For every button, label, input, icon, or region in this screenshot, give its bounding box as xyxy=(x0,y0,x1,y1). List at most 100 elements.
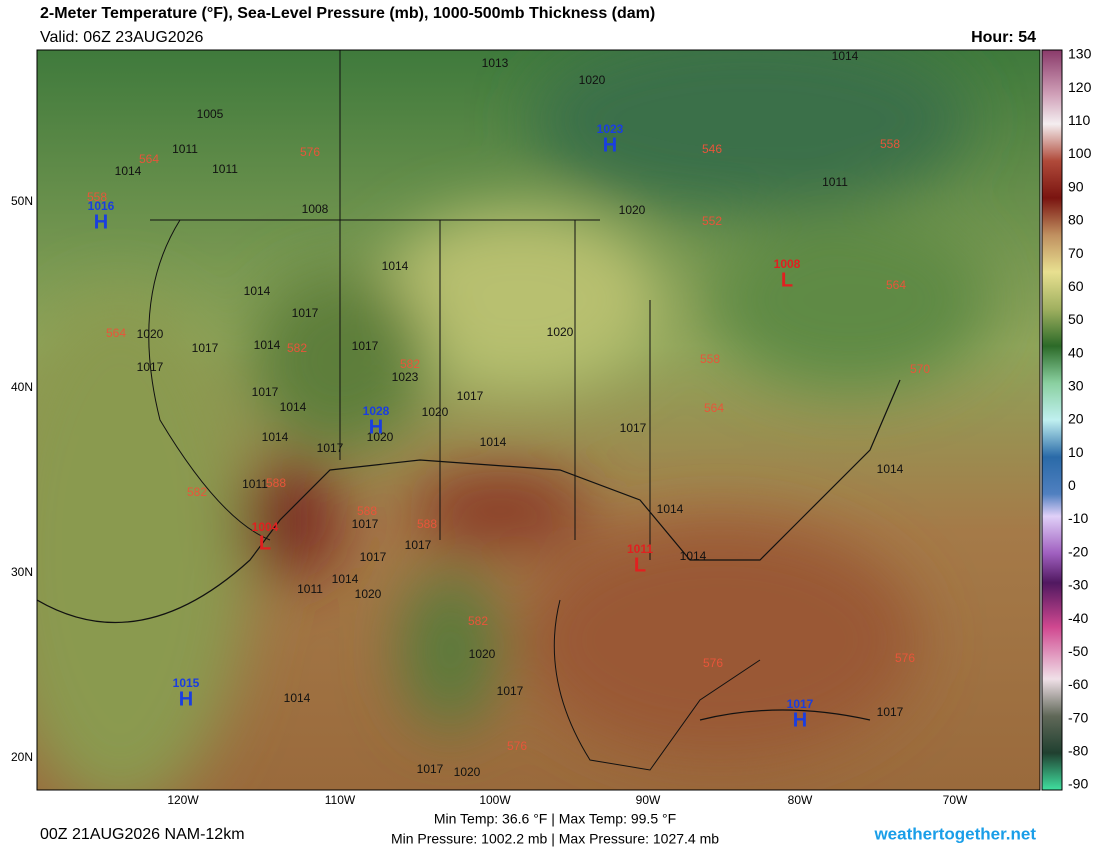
thickness-label: 558 xyxy=(880,137,900,151)
isobar-label: 1017 xyxy=(292,306,319,320)
isobar-label: 1017 xyxy=(137,360,164,374)
isobar-label: 1014 xyxy=(480,435,507,449)
center-letter: H xyxy=(603,134,617,156)
isobar-label: 1014 xyxy=(382,259,409,273)
isobar-label: 1017 xyxy=(360,550,387,564)
colorbar-label: 100 xyxy=(1068,145,1092,161)
thickness-label: 582 xyxy=(187,485,207,499)
isobar-label: 1014 xyxy=(244,284,271,298)
center-letter: L xyxy=(259,532,271,554)
colorbar-label: -90 xyxy=(1068,776,1088,792)
isobar-label: 1020 xyxy=(137,327,164,341)
isobar-label: 1011 xyxy=(212,162,238,176)
isobar-label: 1020 xyxy=(422,405,449,419)
colorbar-label: 40 xyxy=(1068,344,1084,360)
colorbar-label: 10 xyxy=(1068,444,1084,460)
colorbar-label: -20 xyxy=(1068,543,1088,559)
forecast-hour: Hour: 54 xyxy=(971,29,1036,46)
isobar-label: 1005 xyxy=(197,107,224,121)
map xyxy=(37,50,1040,790)
isobar-label: 1014 xyxy=(657,502,684,516)
colorbar-label: -30 xyxy=(1068,577,1088,593)
colorbar-label: 30 xyxy=(1068,378,1084,394)
thickness-label: 576 xyxy=(507,739,527,753)
isobar-label: 1020 xyxy=(469,647,496,661)
colorbar-label: 50 xyxy=(1068,311,1084,327)
thickness-label: 582 xyxy=(287,341,307,355)
colorbar-label: 60 xyxy=(1068,278,1084,294)
isobar-label: 1017 xyxy=(457,389,484,403)
colorbar-label: 110 xyxy=(1068,112,1091,128)
isobar-label: 1008 xyxy=(302,202,329,216)
center-value: 1011 xyxy=(627,542,653,556)
thickness-label: 582 xyxy=(400,357,420,371)
center-value: 1016 xyxy=(88,199,115,213)
site: weathertogether.net xyxy=(873,824,1036,843)
valid-time: Valid: 06Z 23AUG2026 xyxy=(40,29,203,46)
center-letter: H xyxy=(94,211,108,233)
isobar-label: 1023 xyxy=(392,370,419,384)
center-letter: H xyxy=(179,688,193,710)
center-letter: H xyxy=(793,709,807,731)
isobar-label: 1017 xyxy=(877,705,904,719)
isobar-label: 1014 xyxy=(877,462,904,476)
isobar-label: 1020 xyxy=(355,587,382,601)
center-value: 1023 xyxy=(597,122,624,136)
isobar-label: 1017 xyxy=(352,339,379,353)
isobar-label: 1011 xyxy=(297,582,323,596)
center-value: 1008 xyxy=(774,257,801,271)
colorbar-label: -50 xyxy=(1068,643,1088,659)
colorbar-label: 20 xyxy=(1068,411,1084,427)
thickness-label: 570 xyxy=(910,362,930,376)
center-letter: L xyxy=(634,554,646,576)
isobar-label: 1014 xyxy=(332,572,359,586)
thickness-label: 558 xyxy=(87,190,107,204)
isobar-label: 1020 xyxy=(579,73,606,87)
colorbar-label: -60 xyxy=(1068,676,1088,692)
colorbar-label: 90 xyxy=(1068,178,1084,194)
pressure-range: Min Pressure: 1002.2 mb | Max Pressure: … xyxy=(391,831,719,847)
temp-range: Min Temp: 36.6 °F | Max Temp: 99.5 °F xyxy=(434,811,676,827)
isobar-label: 1014 xyxy=(284,691,311,705)
center-value: 1017 xyxy=(787,697,814,711)
thickness-label: 582 xyxy=(468,614,488,628)
thickness-label: 564 xyxy=(139,152,159,166)
isobar-label: 1014 xyxy=(254,338,281,352)
thickness-label: 546 xyxy=(702,142,722,156)
isobar-label: 1017 xyxy=(352,517,379,531)
thickness-label: 576 xyxy=(895,651,915,665)
model-run: 00Z 21AUG2026 NAM-12km xyxy=(40,826,245,843)
isobar-label: 1020 xyxy=(454,765,481,779)
colorbar-label: -40 xyxy=(1068,610,1088,626)
colorbar-label: 70 xyxy=(1068,245,1084,261)
longitude-label: 100W xyxy=(479,793,511,807)
isobar-label: 1011 xyxy=(242,477,268,491)
isobar-label: 1014 xyxy=(280,400,307,414)
thickness-label: 552 xyxy=(702,214,722,228)
isobar-label: 1014 xyxy=(832,49,859,63)
isobar-label: 1020 xyxy=(547,325,574,339)
latitude-label: 40N xyxy=(11,380,33,394)
colorbar-label: 80 xyxy=(1068,212,1084,228)
thickness-label: 588 xyxy=(357,504,377,518)
thickness-label: 564 xyxy=(886,278,906,292)
longitude-label: 80W xyxy=(788,793,813,807)
isobar-label: 1017 xyxy=(620,421,647,435)
isobar-label: 1014 xyxy=(115,164,142,178)
longitude-label: 90W xyxy=(636,793,661,807)
map-frame xyxy=(36,49,1041,791)
isobar-label: 1017 xyxy=(497,684,524,698)
center-letter: L xyxy=(781,269,793,291)
center-value: 1004 xyxy=(252,520,279,534)
latitude-label: 20N xyxy=(11,750,33,764)
isobar-label: 1017 xyxy=(192,341,219,355)
colorbar-label: 120 xyxy=(1068,79,1092,95)
colorbar xyxy=(1041,49,1063,791)
latitude-label: 50N xyxy=(11,194,33,208)
isobar-label: 1017 xyxy=(252,385,279,399)
thickness-label: 588 xyxy=(417,517,437,531)
isobar-label: 1014 xyxy=(262,430,289,444)
isobar-label: 1017 xyxy=(317,441,344,455)
center-value: 1015 xyxy=(173,676,200,690)
